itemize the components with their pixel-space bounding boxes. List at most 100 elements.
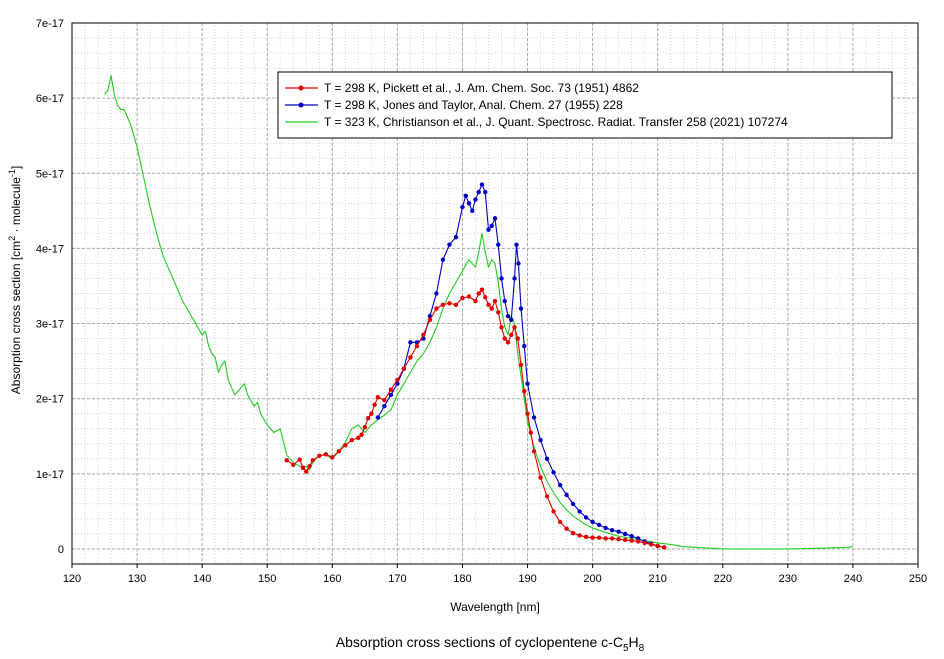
data-point [317,453,322,458]
data-point [492,216,498,221]
data-point [512,276,517,281]
y-tick-label: 7e-17 [36,18,64,30]
data-point [518,306,524,311]
data-point [564,492,569,498]
data-point [609,536,615,541]
data-point [596,535,602,540]
legend-box [277,71,893,139]
data-point [486,302,491,307]
data-point [512,325,517,330]
data-point [434,306,439,311]
x-axis-label: Wavelength [nm] [450,600,540,614]
data-point [336,449,342,454]
data-point [662,545,667,550]
data-point [583,515,589,520]
data-point [499,325,504,330]
legend-swatch-marker [298,102,304,108]
data-point [509,332,514,338]
series-1 [284,287,667,550]
data-point [434,291,439,296]
data-point [499,276,504,281]
data-point [609,527,615,533]
data-point [583,534,589,540]
data-point [343,443,348,448]
legend-entry-2: T = 298 K, Jones and Taylor, Anal. Chem.… [285,98,623,112]
y-tick-label: 4e-17 [36,243,64,255]
y-tick-label: 5e-17 [36,168,64,180]
data-point [307,464,312,469]
data-point [473,197,478,202]
data-point [570,530,576,536]
data-point [492,298,498,304]
data-point [557,482,563,488]
data-point [603,525,608,531]
plot-frame [71,22,919,565]
data-point [323,452,328,457]
data-point [635,536,641,541]
data-point [655,543,660,549]
x-tick-label: 140 [193,573,211,585]
data-point [447,301,452,306]
data-point [538,437,543,443]
data-point [551,470,556,475]
data-point [476,189,481,195]
data-point [401,366,407,371]
y-tick-label: 2e-17 [36,394,64,406]
data-point [369,411,374,416]
data-point [502,298,507,304]
data-point [382,404,387,409]
data-point [525,381,530,386]
x-tick-label: 120 [63,573,81,585]
data-point [635,539,641,544]
legend-label: T = 298 K, Jones and Taylor, Anal. Chem.… [324,98,623,112]
data-point [489,223,494,229]
data-point [525,411,530,416]
data-point [590,519,595,525]
data-point [514,242,519,247]
data-point [616,537,621,542]
data-point [528,430,533,435]
data-point [622,537,628,543]
data-point [388,387,394,392]
legend-swatch-marker [298,85,304,91]
y-tick-label: 6e-17 [36,93,64,105]
data-point [460,295,465,301]
data-point [359,432,364,437]
data-point [531,415,537,420]
data-point [505,340,511,345]
data-point [447,242,452,247]
x-tick-label: 240 [844,573,862,585]
data-point [365,416,371,421]
data-point [466,294,472,299]
data-point [375,394,381,400]
data-point [515,336,520,341]
data-point [479,182,485,187]
series-3 [104,75,853,550]
data-point [538,475,543,480]
data-point [544,456,550,462]
data-point [476,291,481,296]
series-line [104,75,853,550]
x-tick-label: 180 [453,573,471,585]
x-axis-ticks: 120 130 140 150 160 170 180 190 200 210 220 230 240 2… [63,564,927,585]
data-point [466,201,472,206]
data-point [596,522,602,528]
data-point [629,538,634,543]
data-point [284,458,289,463]
data-point [648,542,654,547]
data-point [486,227,491,232]
data-point [622,531,628,537]
data-point [518,362,524,368]
x-tick-label: 130 [128,573,146,585]
data-point [453,302,459,307]
legend-label: T = 298 K, Pickett et al., J. Am. Chem. … [324,81,639,95]
chart-title: Absorption cross sections of cyclopenten… [336,634,645,654]
data-point [483,189,488,195]
x-tick-label: 170 [388,573,406,585]
data-point [297,457,302,462]
data-point [577,533,582,538]
data-point [300,465,306,471]
data-point [310,458,315,463]
x-tick-label: 220 [714,573,732,585]
data-point [557,519,563,525]
